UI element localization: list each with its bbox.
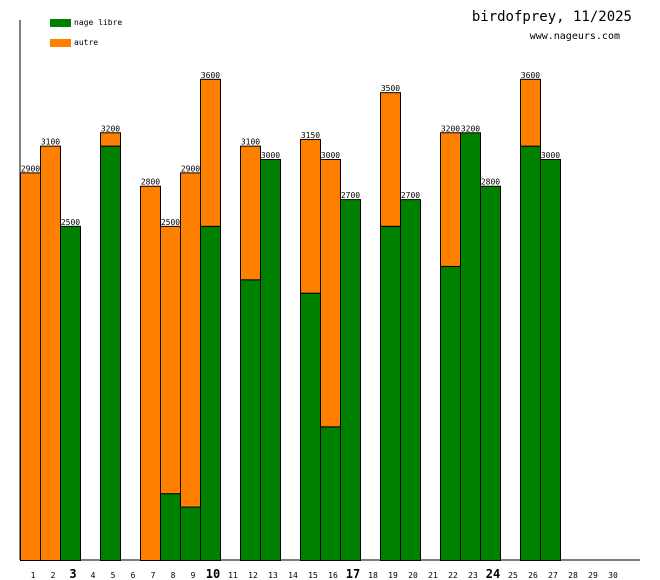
data-label: 2500 — [161, 218, 180, 227]
bar-autre — [180, 172, 201, 508]
data-label: 2800 — [141, 178, 160, 187]
x-tick-label: 6 — [131, 571, 136, 580]
bar-nage-libre — [60, 225, 81, 561]
bar-autre — [200, 78, 221, 227]
data-label: 3500 — [381, 84, 400, 93]
data-label: 3200 — [441, 124, 460, 133]
data-label: 2700 — [401, 191, 420, 200]
chart-title: birdofprey, 11/2025 — [471, 9, 632, 25]
legend-item-nage-libre: nage libre — [50, 18, 122, 27]
data-label: 2900 — [181, 164, 200, 173]
bar-nage-libre — [180, 506, 201, 562]
bar-nage-libre — [540, 159, 561, 562]
x-tick-label: 11 — [228, 571, 238, 580]
data-label: 3150 — [301, 131, 320, 140]
x-tick-label: 30 — [608, 571, 618, 580]
bar-autre — [380, 92, 401, 227]
data-label: 3100 — [241, 138, 260, 147]
bar-nage-libre — [460, 132, 481, 561]
data-label: 2800 — [481, 178, 500, 187]
x-tick-label: 13 — [268, 571, 278, 580]
bar-autre — [320, 159, 341, 428]
x-tick-label: 10 — [206, 567, 220, 580]
bar-nage-libre — [200, 225, 221, 561]
x-tick-label: 19 — [388, 571, 398, 580]
bar-autre — [40, 145, 61, 562]
site-link[interactable]: www.nageurs.com — [529, 31, 620, 42]
data-label: 3200 — [461, 124, 480, 133]
legend-label: autre — [74, 38, 99, 47]
legend-swatch-nage-libre — [50, 18, 71, 27]
x-tick-label: 8 — [171, 571, 176, 580]
bar-autre — [300, 138, 321, 294]
bar-autre — [520, 78, 541, 147]
bar-autre — [440, 132, 461, 267]
legend-swatch-autre — [50, 38, 71, 47]
x-tick-label: 29 — [588, 571, 598, 580]
x-tick-label: 17 — [346, 567, 360, 580]
bar-autre — [140, 185, 161, 561]
x-tick-label: 7 — [151, 571, 156, 580]
data-label: 3200 — [101, 124, 120, 133]
x-tick-label: 9 — [191, 571, 196, 580]
data-label: 2900 — [21, 164, 40, 173]
x-tick-label: 20 — [408, 571, 418, 580]
x-tick-label: 5 — [111, 571, 116, 580]
x-tick-label: 4 — [91, 571, 96, 580]
x-tick-label: 3 — [69, 567, 76, 580]
bar-nage-libre — [400, 199, 421, 561]
legend-item-autre: autre — [50, 38, 98, 47]
data-label: 2700 — [341, 191, 360, 200]
x-tick-label: 1 — [31, 571, 36, 580]
bar-autre — [240, 145, 261, 281]
bar-nage-libre — [100, 145, 121, 562]
bar-nage-libre — [440, 265, 461, 561]
x-tick-label: 21 — [428, 571, 438, 580]
bar-autre — [160, 225, 181, 495]
x-tick-label: 28 — [568, 571, 578, 580]
x-tick-label: 25 — [508, 571, 518, 580]
data-label: 3000 — [261, 151, 280, 160]
x-tick-label: 18 — [368, 571, 378, 580]
bar-autre — [100, 132, 121, 147]
x-tick-label: 15 — [308, 571, 318, 580]
x-tick-label: 2 — [51, 571, 56, 580]
bar-autre — [20, 172, 41, 561]
data-label: 2500 — [61, 218, 80, 227]
x-tick-label: 12 — [248, 571, 258, 580]
data-label: 3000 — [541, 151, 560, 160]
x-tick-label: 24 — [486, 567, 500, 580]
bar-nage-libre — [380, 225, 401, 561]
legend-label: nage libre — [74, 18, 123, 27]
bar-nage-libre — [300, 292, 321, 561]
bar-nage-libre — [480, 185, 501, 561]
bar-nage-libre — [320, 426, 341, 561]
bar-nage-libre — [340, 199, 361, 561]
x-tick-label: 14 — [288, 571, 298, 580]
x-tick-label: 26 — [528, 571, 538, 580]
x-tick-label: 16 — [328, 571, 338, 580]
data-label: 3100 — [41, 138, 60, 147]
data-label: 3000 — [321, 151, 340, 160]
bar-nage-libre — [260, 159, 281, 562]
bar-nage-libre — [160, 493, 181, 561]
data-label: 3600 — [521, 71, 540, 80]
x-tick-label: 27 — [548, 571, 558, 580]
bar-nage-libre — [520, 145, 541, 562]
bar-nage-libre — [240, 279, 261, 561]
data-label: 3600 — [201, 71, 220, 80]
x-tick-label: 23 — [468, 571, 478, 580]
x-tick-label: 22 — [448, 571, 458, 580]
